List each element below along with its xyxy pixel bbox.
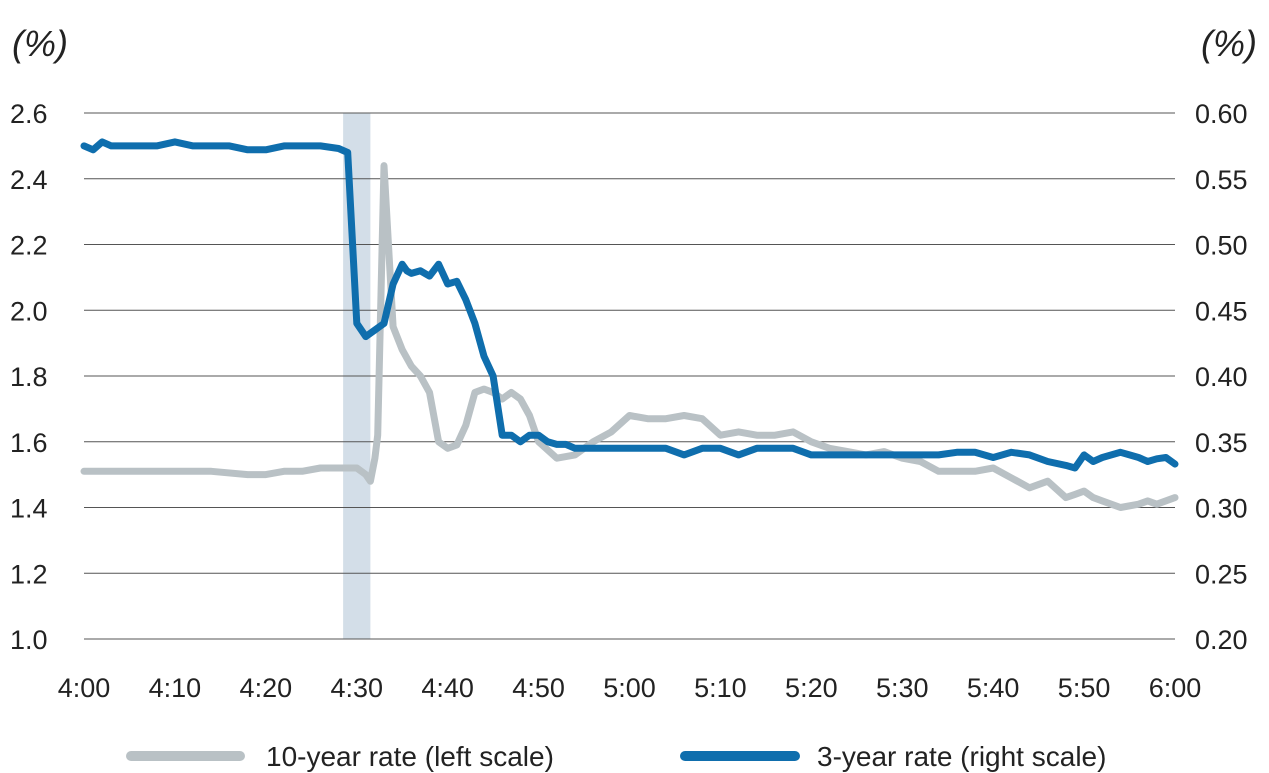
legend-label-10-year: 10-year rate (left scale)	[266, 741, 554, 772]
right-tick-label: 0.45	[1195, 296, 1248, 326]
left-tick-label: 1.2	[10, 559, 48, 589]
right-tick-label: 0.30	[1195, 494, 1248, 524]
x-tick-label: 5:50	[1058, 673, 1111, 703]
legend-label-3-year: 3-year rate (right scale)	[817, 741, 1106, 772]
left-axis-ticks: 2.6 2.4 2.2 2.0 1.8 1.6 1.4 1.2 1.0	[10, 99, 48, 655]
x-tick-label: 4:00	[58, 673, 111, 703]
x-tick-label: 4:10	[149, 673, 202, 703]
left-tick-label: 2.4	[10, 165, 48, 195]
left-tick-label: 1.4	[10, 494, 48, 524]
legend: 10-year rate (left scale) 3-year rate (r…	[126, 741, 1106, 772]
x-tick-label: 5:00	[603, 673, 656, 703]
right-tick-label: 0.35	[1195, 428, 1248, 458]
series-lines	[80, 138, 1179, 511]
x-tick-label: 5:30	[876, 673, 929, 703]
right-tick-label: 0.20	[1195, 625, 1248, 655]
right-tick-label: 0.25	[1195, 559, 1248, 589]
gridlines	[84, 112, 1175, 640]
x-tick-label: 4:40	[421, 673, 474, 703]
right-tick-label: 0.55	[1195, 165, 1248, 195]
left-tick-label: 1.8	[10, 362, 48, 392]
right-tick-label: 0.60	[1195, 99, 1248, 129]
x-tick-label: 5:40	[967, 673, 1020, 703]
series-line-3-year	[80, 138, 1179, 472]
x-tick-label: 4:50	[512, 673, 565, 703]
left-tick-label: 1.6	[10, 428, 48, 458]
right-tick-label: 0.50	[1195, 231, 1248, 261]
left-axis-unit: (%)	[12, 23, 68, 64]
right-axis-unit: (%)	[1201, 23, 1257, 64]
right-tick-label: 0.40	[1195, 362, 1248, 392]
left-tick-label: 2.0	[10, 296, 48, 326]
x-tick-label: 5:20	[785, 673, 838, 703]
series-line-10-year	[80, 162, 1179, 511]
left-tick-label: 2.6	[10, 99, 48, 129]
left-tick-label: 2.2	[10, 231, 48, 261]
x-tick-label: 5:10	[694, 673, 747, 703]
x-axis-ticks: 4:00 4:10 4:20 4:30 4:40 4:50 5:00 5:10 5:20 5:30…	[58, 673, 1202, 703]
right-axis-ticks: 0.60 0.55 0.50 0.45 0.40 0.35 0.30 0.25 0.20	[1195, 99, 1248, 655]
x-tick-label: 6:00	[1149, 673, 1202, 703]
x-tick-label: 4:20	[240, 673, 293, 703]
x-tick-label: 4:30	[330, 673, 383, 703]
left-tick-label: 1.0	[10, 625, 48, 655]
